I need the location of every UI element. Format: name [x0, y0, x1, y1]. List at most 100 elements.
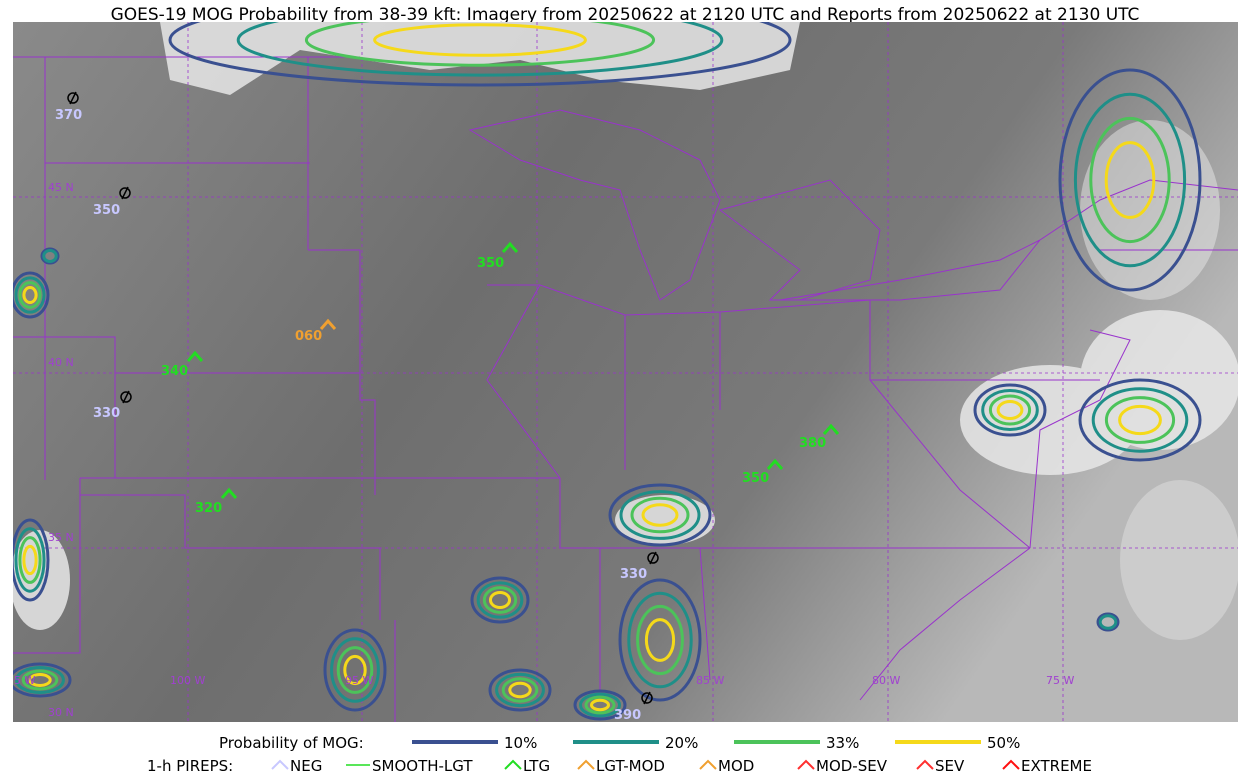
legend-swatch	[504, 759, 522, 770]
legend-label: MOD-SEV	[816, 757, 888, 775]
contour	[15, 666, 65, 694]
pirep-symbol	[501, 241, 519, 253]
contour	[470, 576, 530, 624]
contour	[13, 662, 72, 698]
legend-label: MOD	[718, 757, 754, 775]
contour	[1091, 387, 1189, 453]
grid-label: 45 N	[48, 181, 74, 194]
pirep-label: 380	[799, 436, 826, 451]
pirep-symbol	[647, 552, 659, 564]
pirep-label: 350	[93, 203, 120, 218]
legend-label: EXTREME	[1021, 757, 1092, 775]
grid-label: 35 N	[48, 531, 74, 544]
borders	[13, 56, 1238, 722]
contour	[1104, 396, 1176, 444]
contour	[168, 22, 792, 87]
contour	[323, 628, 387, 712]
legend-swatch	[1002, 759, 1020, 770]
contour	[42, 249, 58, 263]
contour	[14, 276, 46, 314]
contour	[343, 654, 367, 686]
contour	[1118, 404, 1162, 436]
legend-title: Probability of MOG:	[219, 734, 364, 752]
contour	[618, 578, 702, 702]
map: 45 N 40 N 35 N 30 N 105 W 100 W 95 W 85 W 80 W 75…	[13, 22, 1238, 723]
contour	[627, 591, 693, 689]
pirep-symbol	[120, 391, 132, 403]
contour	[988, 394, 1032, 426]
contour	[579, 692, 621, 718]
pirep-symbol	[69, 91, 77, 105]
contour	[981, 389, 1039, 431]
contour	[584, 695, 616, 715]
pirep-symbol	[121, 186, 129, 200]
legend-label: SEV	[935, 757, 965, 775]
pirep-symbol	[122, 390, 130, 404]
legend-swatch	[797, 759, 815, 770]
pirep-symbol	[822, 423, 840, 435]
contour	[1098, 614, 1118, 630]
legend-swatch	[699, 759, 717, 770]
pirep-label: 370	[55, 108, 82, 123]
contour	[482, 586, 518, 614]
contour	[14, 527, 46, 593]
contour	[18, 281, 42, 309]
contour	[1104, 141, 1156, 219]
pirep-symbol	[649, 551, 657, 565]
pirep-label: 350	[742, 471, 769, 486]
pirep-label: 320	[195, 501, 222, 516]
contour	[304, 22, 656, 67]
legend-swatch	[577, 759, 595, 770]
grid-label: 30 N	[48, 706, 74, 719]
mog-contours	[13, 22, 1202, 721]
contour	[619, 490, 701, 540]
grid-label: 95 W	[345, 674, 373, 687]
pirep-label: 060	[295, 329, 322, 344]
contour	[21, 669, 59, 691]
contour	[18, 536, 42, 584]
contour	[13, 518, 50, 602]
pirep-symbol	[641, 692, 653, 704]
pirep-label: 350	[477, 256, 504, 271]
contour	[573, 689, 627, 721]
legend-label: 10%	[504, 734, 537, 752]
contour	[22, 286, 38, 304]
contour	[996, 400, 1024, 420]
pirep-symbol	[643, 691, 651, 705]
contour	[22, 544, 38, 576]
pirep-symbol	[67, 92, 79, 104]
legend-swatch	[916, 759, 934, 770]
grid-label: 75 W	[1046, 674, 1074, 687]
contour	[488, 591, 512, 609]
contour	[508, 681, 532, 699]
contour	[973, 383, 1047, 437]
contour	[236, 22, 724, 77]
contour	[630, 496, 690, 534]
grid-label: 80 W	[872, 674, 900, 687]
legend-label: 20%	[665, 734, 698, 752]
pirep-symbol	[766, 458, 784, 470]
pirep-symbol	[186, 350, 204, 362]
legend-label: 50%	[987, 734, 1020, 752]
contour	[636, 604, 684, 676]
contour	[1089, 116, 1171, 244]
pirep-symbol	[119, 187, 131, 199]
grid-label: 85 W	[696, 674, 724, 687]
pirep-label: 330	[620, 567, 647, 582]
grid-labels: 45 N 40 N 35 N 30 N 105 W 100 W 95 W 85 W 80 W 75…	[13, 181, 1074, 719]
legend-swatch	[271, 759, 289, 770]
pirep-label: 390	[614, 708, 641, 723]
contour	[40, 247, 60, 265]
legend-label: 33%	[826, 734, 859, 752]
pirep-symbol	[319, 318, 337, 330]
contour	[644, 618, 676, 662]
contour	[501, 677, 539, 703]
legend-label: LGT-MOD	[596, 757, 665, 775]
pirep-legend: NEG SMOOTH-LGT LTG LGT-MOD MOD MOD-SEV SEV EXTR…	[271, 757, 1092, 775]
contour	[336, 646, 374, 694]
grid-label: 40 N	[48, 356, 74, 369]
contour	[373, 23, 587, 57]
contour	[476, 581, 524, 619]
